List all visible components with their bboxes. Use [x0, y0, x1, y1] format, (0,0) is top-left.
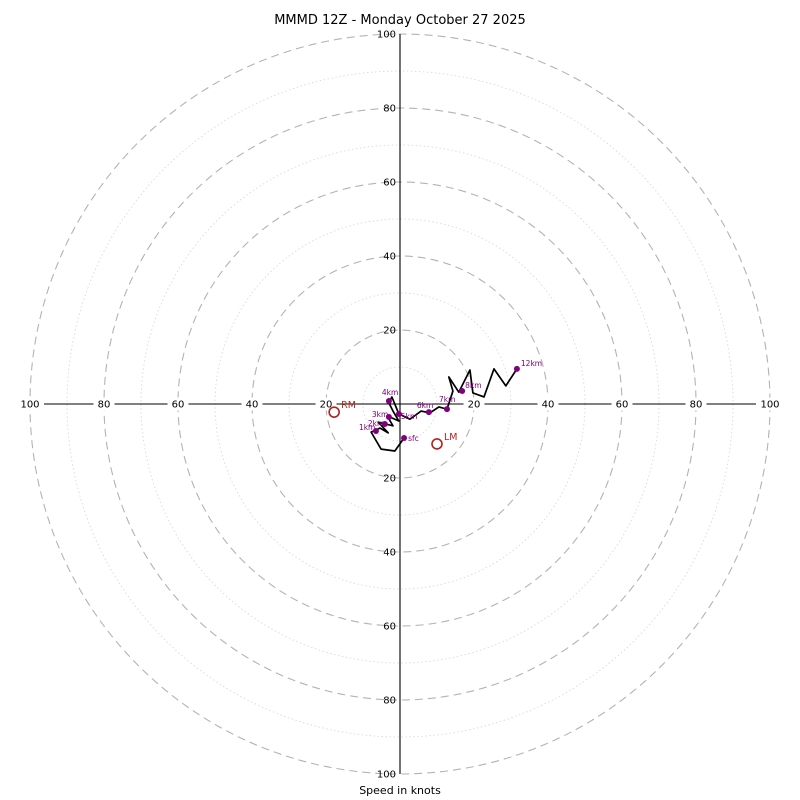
y-tick-label: 20 [383, 474, 396, 485]
y-tick-label: 80 [383, 696, 396, 707]
y-tick-label: 80 [383, 104, 396, 115]
x-tick-label-bg [756, 397, 784, 411]
storm-motion-label-RM: RM [341, 400, 356, 411]
x-tick-label-bg [537, 397, 559, 411]
level-marker-4km [385, 398, 392, 405]
level-marker-2km [381, 420, 388, 427]
level-label-4km: 4km [382, 388, 398, 397]
level-marker-1km [372, 428, 379, 435]
y-tick-label: 40 [383, 252, 396, 263]
y-tick-label: 20 [383, 326, 396, 337]
level-marker-12km [513, 365, 520, 372]
x-tick-label: 100 [20, 400, 39, 411]
y-tick-label: 60 [383, 178, 396, 189]
y-tick-label: 60 [383, 622, 396, 633]
storm-motion-marker-LM [431, 438, 443, 450]
x-tick-label: 20 [468, 400, 481, 411]
level-marker-5km [395, 410, 402, 417]
y-tick-label: 100 [377, 770, 396, 781]
level-label-sfc: sfc [408, 434, 419, 443]
x-axis-label: Speed in knots [359, 784, 441, 797]
storm-motion-label-LM: LM [444, 432, 458, 443]
level-label-1km: 1km [359, 423, 375, 432]
x-tick-label: 40 [246, 400, 259, 411]
x-tick-label-bg [611, 397, 633, 411]
level-label-2km: 2km [368, 419, 384, 428]
hodograph-trace [370, 368, 518, 452]
level-label-3km: 3km [372, 410, 388, 419]
storm-motion-marker-RM [328, 406, 340, 418]
x-tick-label: 80 [690, 400, 703, 411]
x-tick-label-bg [685, 397, 707, 411]
level-marker-6km [425, 409, 432, 416]
x-tick-label-bg [167, 397, 189, 411]
x-tick-label-bg [93, 397, 115, 411]
level-marker-sfc [401, 435, 408, 442]
x-tick-label: 40 [542, 400, 555, 411]
y-tick-label: 100 [377, 30, 396, 41]
level-label-12km: 12km [521, 359, 542, 368]
x-tick-label-bg [241, 397, 263, 411]
chart-title: MMMD 12Z - Monday October 27 2025 [274, 13, 526, 28]
level-marker-3km [385, 413, 392, 420]
x-tick-label: 60 [172, 400, 185, 411]
level-label-5km: 5km [401, 412, 417, 421]
x-tick-label: 20 [320, 400, 333, 411]
x-tick-label-bg [463, 397, 485, 411]
x-tick-label: 60 [616, 400, 629, 411]
x-tick-label: 80 [98, 400, 111, 411]
level-label-6km: 6km [417, 401, 433, 410]
level-label-7km: 7km [439, 395, 455, 404]
level-label-8km: 8km [465, 381, 481, 390]
x-tick-label-bg [16, 397, 44, 411]
y-tick-label: 40 [383, 548, 396, 559]
level-marker-8km [459, 388, 466, 395]
level-marker-7km [443, 406, 450, 413]
x-tick-label: 100 [760, 400, 779, 411]
